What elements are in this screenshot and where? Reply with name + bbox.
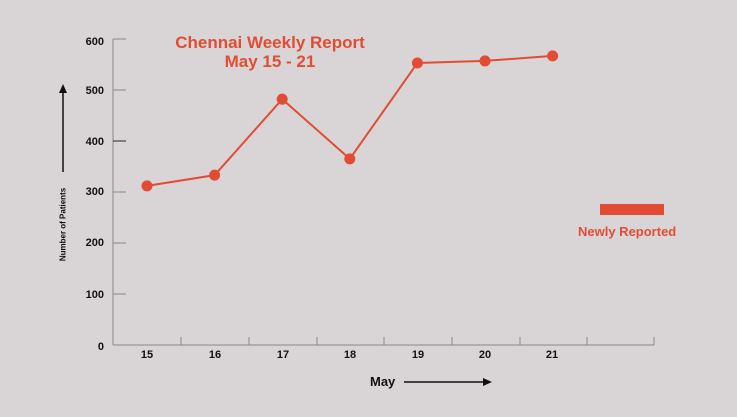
data-point xyxy=(209,169,221,181)
data-point xyxy=(344,153,356,165)
x-tick-label: 17 xyxy=(276,349,290,361)
x-axis-label: May xyxy=(370,374,396,389)
data-point xyxy=(547,50,559,62)
y-tick-label: 600 xyxy=(85,36,104,48)
x-tick-label: 16 xyxy=(208,349,222,361)
series-points xyxy=(141,50,559,192)
subtitle-text: May 15 - 21 xyxy=(224,52,316,71)
data-point xyxy=(141,180,153,192)
arrow-up-icon xyxy=(59,84,67,93)
series-line-newly-reported xyxy=(146,54,553,187)
legend-swatch xyxy=(600,204,664,215)
chart-title: Chennai Weekly Report May 15 - 21 xyxy=(140,33,400,71)
y-tick-label: 200 xyxy=(85,237,104,249)
x-tick-label: 19 xyxy=(411,349,425,361)
y-axis-label: Number of Patients xyxy=(58,187,68,262)
arrow-right-icon xyxy=(483,378,492,386)
y-tick-label: 300 xyxy=(85,186,104,198)
title-text: Chennai Weekly Report xyxy=(175,33,365,52)
x-axis-ticks xyxy=(180,337,655,345)
y-tick-label: 400 xyxy=(85,136,104,148)
x-tick-label: 18 xyxy=(343,349,357,361)
data-point xyxy=(411,57,423,69)
y-tick-label: 500 xyxy=(85,85,104,97)
y-tick-label: 0 xyxy=(97,341,104,353)
y-tick-label: 100 xyxy=(85,289,104,301)
legend-label: Newly Reported xyxy=(578,224,677,239)
data-point xyxy=(479,55,491,67)
data-point xyxy=(276,93,288,105)
x-tick-label: 15 xyxy=(140,349,154,361)
x-tick-label: 21 xyxy=(545,349,559,361)
x-tick-label: 20 xyxy=(478,349,492,361)
y-axis-ticks xyxy=(113,38,126,295)
